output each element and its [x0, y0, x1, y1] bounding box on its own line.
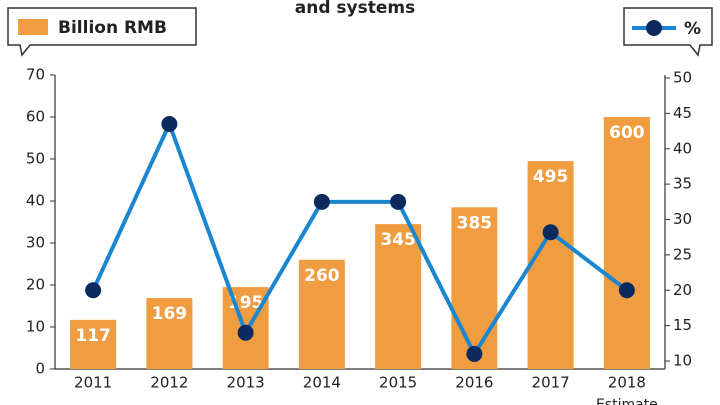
y-tick-label: 60	[26, 108, 45, 126]
legend-box	[623, 7, 713, 57]
value-label: 117	[75, 326, 111, 346]
y2-tick-label: 20	[673, 281, 692, 299]
bar	[298, 259, 345, 369]
x-tick-label: 2015	[379, 374, 417, 392]
line-marker	[85, 282, 102, 299]
bar	[527, 161, 574, 369]
y2-tick-label: 10	[673, 352, 692, 370]
y2-tick-label: 25	[673, 245, 692, 263]
y-tick-label: 20	[26, 276, 45, 294]
y-tick-label: 10	[26, 318, 45, 336]
legend-label: %	[684, 19, 701, 39]
line-marker	[313, 193, 330, 210]
legend-marker	[646, 20, 662, 36]
line-marker	[237, 324, 254, 341]
x-tick-label: 2016	[455, 374, 493, 392]
value-label: 260	[304, 266, 340, 286]
y2-tick-label: 45	[673, 104, 692, 122]
y2-tick-label: 40	[673, 139, 692, 157]
y2-tick-label: 15	[673, 316, 692, 334]
bar	[603, 117, 650, 369]
value-label: 600	[609, 123, 645, 143]
x-tick-label: 2012	[150, 374, 188, 392]
line-marker	[390, 193, 407, 210]
annotation: Estimate	[596, 397, 658, 405]
legend-swatch	[18, 19, 48, 35]
value-label: 345	[380, 230, 416, 250]
y-tick-label: 40	[26, 192, 45, 210]
x-tick-label: 2014	[303, 374, 341, 392]
legend-left: Billion RMB	[7, 7, 197, 57]
y-tick-label: 0	[35, 360, 45, 378]
x-tick-label: 2011	[74, 374, 112, 392]
value-label: 169	[152, 304, 188, 324]
chart-title: and systems	[295, 0, 415, 18]
y2-tick-label: 30	[673, 210, 692, 228]
y-tick-label: 30	[26, 234, 45, 252]
bar	[146, 298, 193, 369]
y-tick-label: 70	[26, 66, 45, 84]
legend-box	[7, 7, 197, 57]
legend-right: %	[623, 7, 713, 57]
x-tick-label: 2018	[608, 374, 646, 392]
value-label: 385	[457, 213, 493, 233]
value-label: 495	[533, 167, 569, 187]
bar	[70, 319, 117, 369]
line	[91, 121, 629, 356]
line-marker	[466, 345, 483, 362]
bar	[375, 224, 422, 369]
legend-label: Billion RMB	[58, 18, 167, 38]
y2-tick-label: 35	[673, 175, 692, 193]
line-marker	[542, 224, 559, 241]
x-tick-label: 2013	[227, 374, 265, 392]
x-tick-label: 2017	[532, 374, 570, 392]
bar	[451, 207, 498, 369]
line-marker	[161, 115, 178, 132]
y2-tick-label: 50	[673, 69, 692, 87]
y-tick-label: 50	[26, 150, 45, 168]
line-marker	[618, 282, 635, 299]
